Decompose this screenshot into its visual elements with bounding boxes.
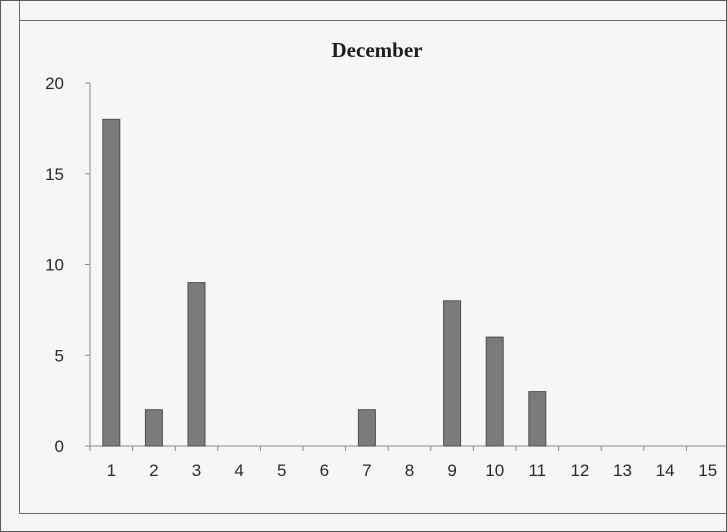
x-tick-label-7: 7 [362,461,371,480]
x-tick-label-5: 5 [277,461,286,480]
chart-title: December [332,38,423,62]
x-tick-label-2: 2 [149,461,158,480]
frame-left-border [19,21,20,513]
x-tick-label-4: 4 [234,461,243,480]
y-tick-label-20: 20 [45,74,64,93]
x-tick-label-15: 15 [698,461,717,480]
x-tick-label-9: 9 [447,461,456,480]
x-tick-label-8: 8 [405,461,414,480]
bar-11 [528,391,547,447]
frame-top-border [19,1,727,21]
x-tick-label-6: 6 [320,461,329,480]
x-tick-label-14: 14 [656,461,675,480]
x-tick-label-12: 12 [570,461,589,480]
x-tick-label-1: 1 [107,461,116,480]
y-tick-label-0: 0 [55,437,64,456]
bar-9 [443,300,462,447]
x-tick-label-3: 3 [192,461,201,480]
x-tick-label-13: 13 [613,461,632,480]
y-axis: 0 5 10 15 20 [45,74,91,456]
bar-1 [102,118,121,447]
y-tick-label-10: 10 [45,256,64,275]
bar-2 [144,409,163,447]
x-tick-label-10: 10 [485,461,504,480]
bar-7 [357,409,376,447]
y-tick-label-15: 15 [45,165,64,184]
frame-bottom-border [19,513,727,514]
bar-10 [485,336,504,447]
x-tick-label-11: 11 [528,461,546,480]
bar-series [102,118,547,447]
y-tick-label-5: 5 [55,346,64,365]
bar-3 [187,282,206,447]
x-axis: 1 2 3 4 5 6 7 8 9 10 11 12 13 14 15 [89,445,727,480]
